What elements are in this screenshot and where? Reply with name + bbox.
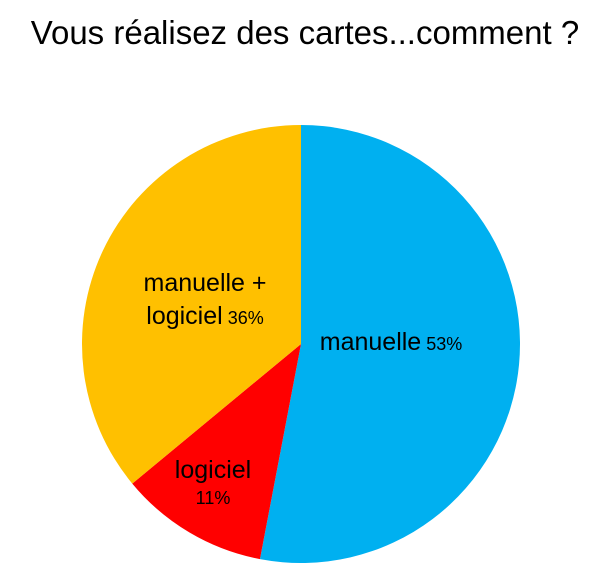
slice-manuelle-logiciel bbox=[81, 125, 301, 484]
slice-label-manuelle-logiciel: manuelle + logiciel 36% bbox=[144, 269, 267, 330]
chart-title: Vous réalisez des cartes...comment ? bbox=[30, 14, 580, 51]
slice-label-manuelle: manuelle 53% bbox=[320, 328, 462, 356]
slice-logiciel bbox=[132, 344, 301, 560]
slice-label-logiciel: logiciel 11% bbox=[175, 456, 251, 508]
slice-manuelle bbox=[259, 125, 521, 563]
